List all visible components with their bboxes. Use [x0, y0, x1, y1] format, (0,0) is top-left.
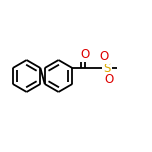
Text: O: O — [100, 50, 109, 63]
Text: O: O — [105, 73, 114, 86]
Text: O: O — [80, 48, 89, 61]
Text: S: S — [103, 62, 110, 74]
